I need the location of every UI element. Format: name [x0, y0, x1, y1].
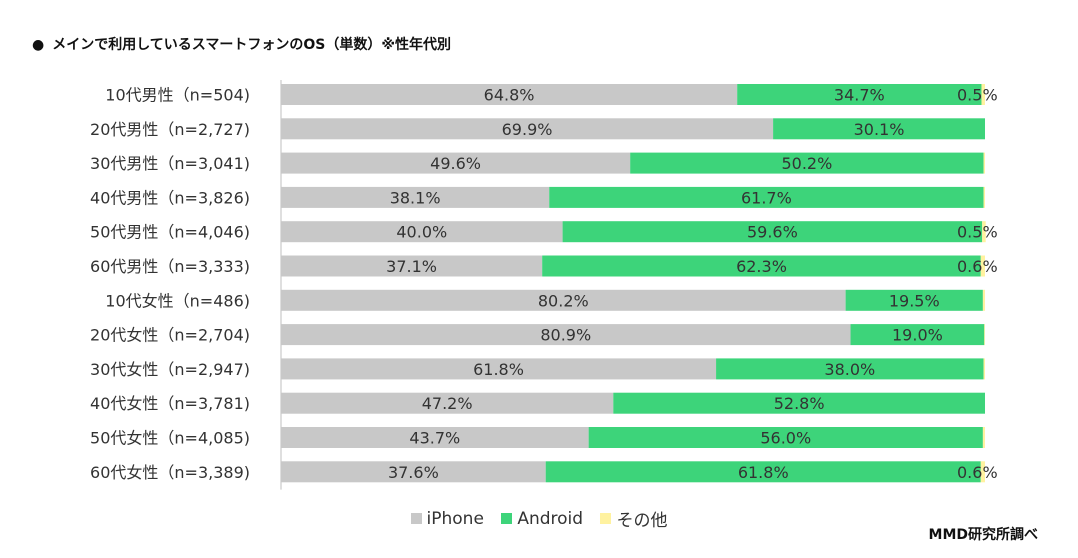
data-label: 61.8% [738, 463, 789, 482]
bar-segment-android [545, 461, 981, 483]
data-label: 61.8% [473, 360, 524, 379]
data-label: 0.6% [957, 257, 998, 276]
bar-segment-android [737, 84, 982, 105]
category-label: 30代男性（n=3,041) [90, 154, 250, 173]
source-credit: MMD研究所調べ [928, 527, 1038, 543]
legend-label-iphone: iPhone [426, 508, 484, 529]
bar-segment-android [630, 152, 984, 174]
bar-segment-other [984, 324, 985, 346]
bar-segment-android [588, 427, 983, 448]
legend-label-other: その他 [616, 511, 668, 531]
data-label: 52.8% [774, 394, 825, 413]
category-label: 50代女性（n=4,085) [90, 429, 250, 448]
bar-segment-iphone [281, 427, 589, 448]
title-text: メインで利用しているスマートフォンのOS（単数）※性年代別 [52, 37, 451, 53]
data-label: 19.0% [892, 326, 943, 345]
legend-swatch-iphone [410, 513, 422, 524]
data-label: 0.6% [957, 463, 998, 482]
bar-segment-android [549, 186, 984, 208]
legend-item-android: Android [501, 509, 583, 529]
chart-legend: iPhone Android その他 [0, 506, 1078, 531]
bar-segment-iphone [281, 461, 546, 483]
bar-segment-iphone [281, 358, 717, 380]
bar-segment-iphone [281, 392, 614, 414]
bar-segment-iphone [281, 152, 631, 174]
bar-segment-other [983, 152, 985, 174]
category-label: 60代女性（n=3,389) [90, 463, 250, 482]
data-label: 49.6% [430, 154, 481, 173]
bar-segment-iphone [281, 84, 738, 105]
data-label: 38.0% [824, 360, 875, 379]
bar-segment-iphone [281, 255, 543, 277]
data-label: 59.6% [747, 223, 798, 242]
data-label: 56.0% [760, 429, 811, 448]
bar-segment-android [773, 118, 985, 140]
bar-segment-other [982, 221, 986, 243]
bar-segment-other [982, 427, 985, 448]
category-label: 30代女性（n=2,947) [90, 360, 250, 379]
bar-segment-iphone [281, 324, 851, 346]
data-label: 0.5% [957, 86, 998, 105]
data-label: 34.7% [834, 86, 885, 105]
data-label: 80.2% [538, 291, 589, 310]
bar-segment-iphone [281, 221, 563, 243]
category-label: 40代女性（n=3,781) [90, 394, 250, 413]
bar-segment-other [980, 255, 985, 277]
data-label: 37.6% [388, 463, 439, 482]
data-label: 19.5% [889, 291, 940, 310]
chart-title: ● メインで利用しているスマートフォンのOS（単数）※性年代別 [32, 34, 451, 54]
category-label: 20代女性（n=2,704) [90, 326, 250, 345]
data-label: 0.5% [957, 223, 998, 242]
data-label: 30.1% [854, 120, 905, 139]
bar-segment-android [845, 289, 983, 311]
legend-item-iphone: iPhone [410, 508, 484, 529]
category-label: 10代女性（n=486) [105, 291, 250, 310]
bar-segment-other [983, 186, 985, 208]
legend-label-android: Android [517, 508, 584, 529]
bar-segment-iphone [281, 118, 774, 140]
data-label: 47.2% [422, 394, 473, 413]
legend-item-other: その他 [600, 506, 667, 531]
data-label: 64.8% [484, 86, 535, 105]
data-label: 80.9% [540, 326, 591, 345]
bar-segment-other [980, 461, 985, 483]
bar-segment-android [562, 221, 983, 243]
data-label: 62.3% [736, 257, 787, 276]
data-label: 50.2% [781, 154, 832, 173]
data-label: 37.1% [386, 257, 437, 276]
category-label: 10代男性（n=504) [105, 86, 250, 105]
data-label: 43.7% [409, 429, 460, 448]
data-label: 61.7% [741, 188, 792, 207]
legend-swatch-android [501, 513, 513, 524]
category-label: 60代男性（n=3,333) [90, 257, 250, 276]
bar-segment-android [850, 324, 985, 346]
bar-segment-android [716, 358, 984, 380]
bar-segment-android [542, 255, 981, 277]
legend-swatch-other [600, 513, 612, 524]
data-label: 38.1% [390, 188, 441, 207]
bar-segment-other [981, 84, 985, 105]
category-label: 40代男性（n=3,826) [90, 188, 250, 207]
bar-segment-android [613, 392, 985, 414]
bar-segment-iphone [281, 186, 550, 208]
bar-segment-iphone [281, 289, 846, 311]
data-label: 69.9% [502, 120, 553, 139]
title-bullet: ● [32, 37, 45, 53]
data-label: 40.0% [396, 223, 447, 242]
category-label: 50代男性（n=4,046) [90, 223, 250, 242]
category-label: 20代男性（n=2,727) [90, 120, 250, 139]
bar-segment-other [983, 358, 985, 380]
bar-segment-other [982, 289, 985, 311]
